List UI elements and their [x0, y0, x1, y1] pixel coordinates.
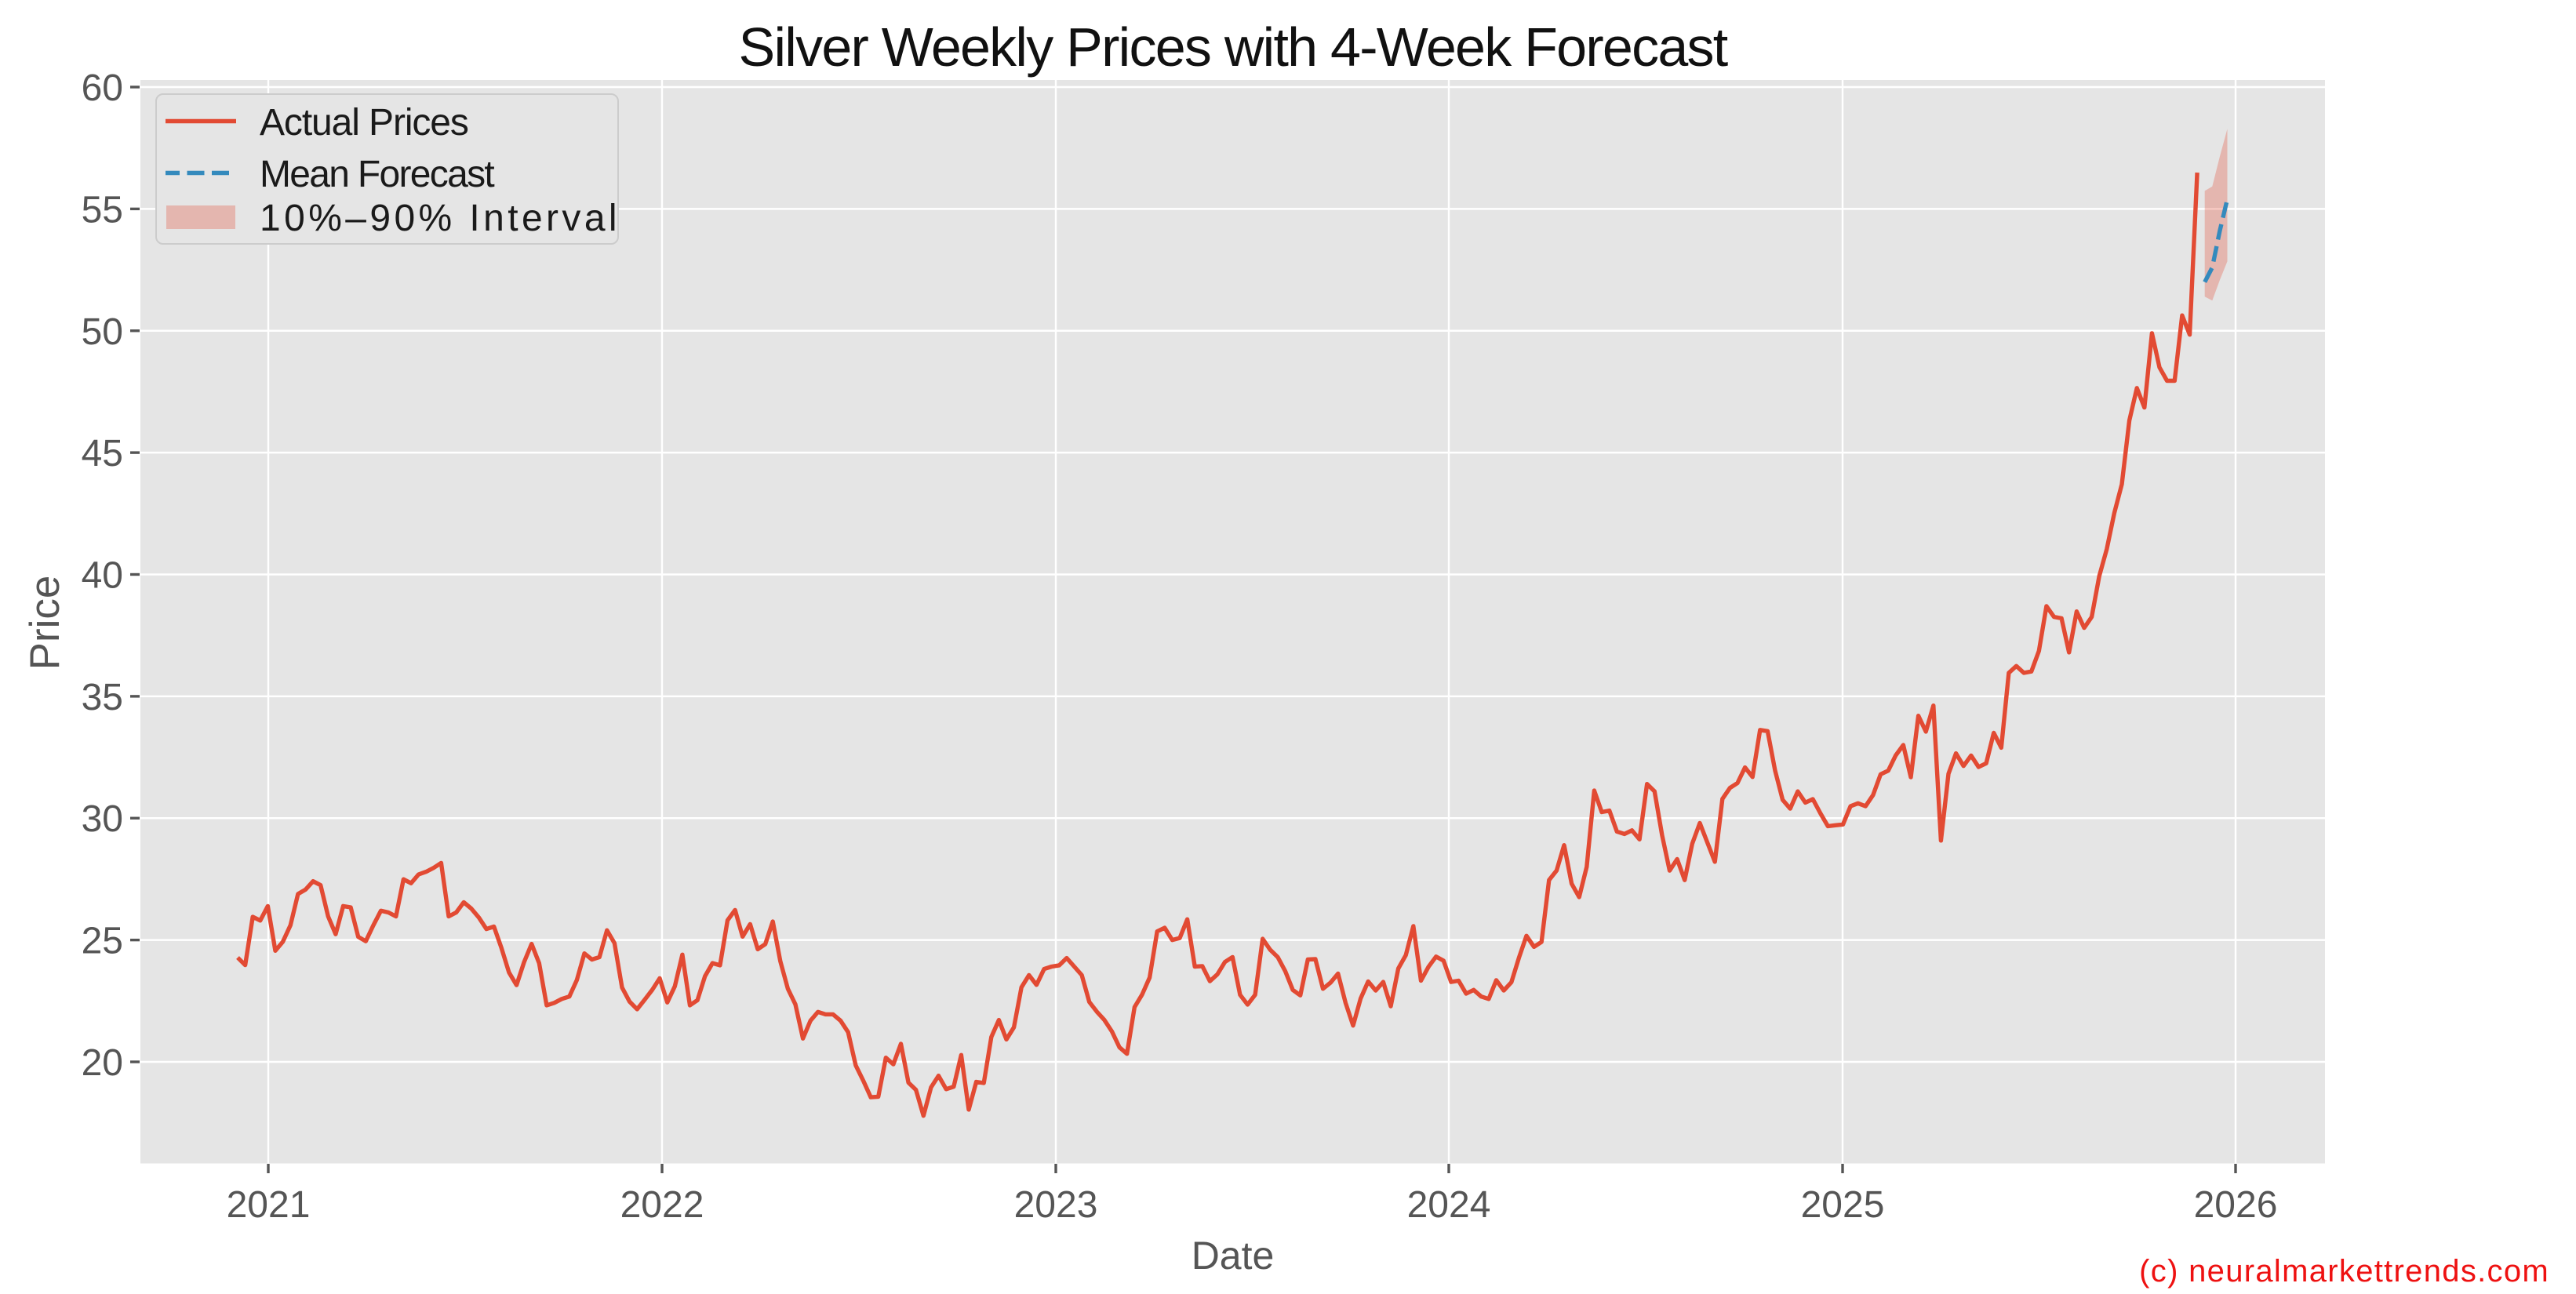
svg-text:45: 45 [82, 433, 123, 474]
svg-text:50: 50 [82, 311, 123, 353]
svg-text:40: 40 [82, 555, 123, 597]
svg-text:2023: 2023 [1014, 1184, 1098, 1226]
svg-text:2022: 2022 [620, 1184, 704, 1226]
svg-text:Mean Forecast: Mean Forecast [260, 154, 494, 195]
svg-text:Silver Weekly Prices with 4-We: Silver Weekly Prices with 4-Week Forecas… [739, 16, 1728, 78]
svg-text:60: 60 [82, 67, 123, 109]
svg-text:Actual Prices: Actual Prices [260, 102, 468, 144]
svg-text:20: 20 [82, 1042, 123, 1084]
svg-text:2021: 2021 [227, 1184, 311, 1226]
svg-text:30: 30 [82, 798, 123, 840]
svg-text:(c) neuralmarkettrends.com: (c) neuralmarkettrends.com [2139, 1254, 2549, 1289]
svg-text:Date: Date [1192, 1234, 1275, 1278]
svg-text:10%–90% Interval: 10%–90% Interval [260, 198, 620, 239]
svg-text:55: 55 [82, 189, 123, 231]
svg-text:Price: Price [22, 576, 68, 671]
svg-text:2026: 2026 [2194, 1184, 2278, 1226]
svg-text:2024: 2024 [1407, 1184, 1491, 1226]
svg-text:2025: 2025 [1801, 1184, 1885, 1226]
svg-text:25: 25 [82, 921, 123, 962]
svg-text:35: 35 [82, 677, 123, 718]
